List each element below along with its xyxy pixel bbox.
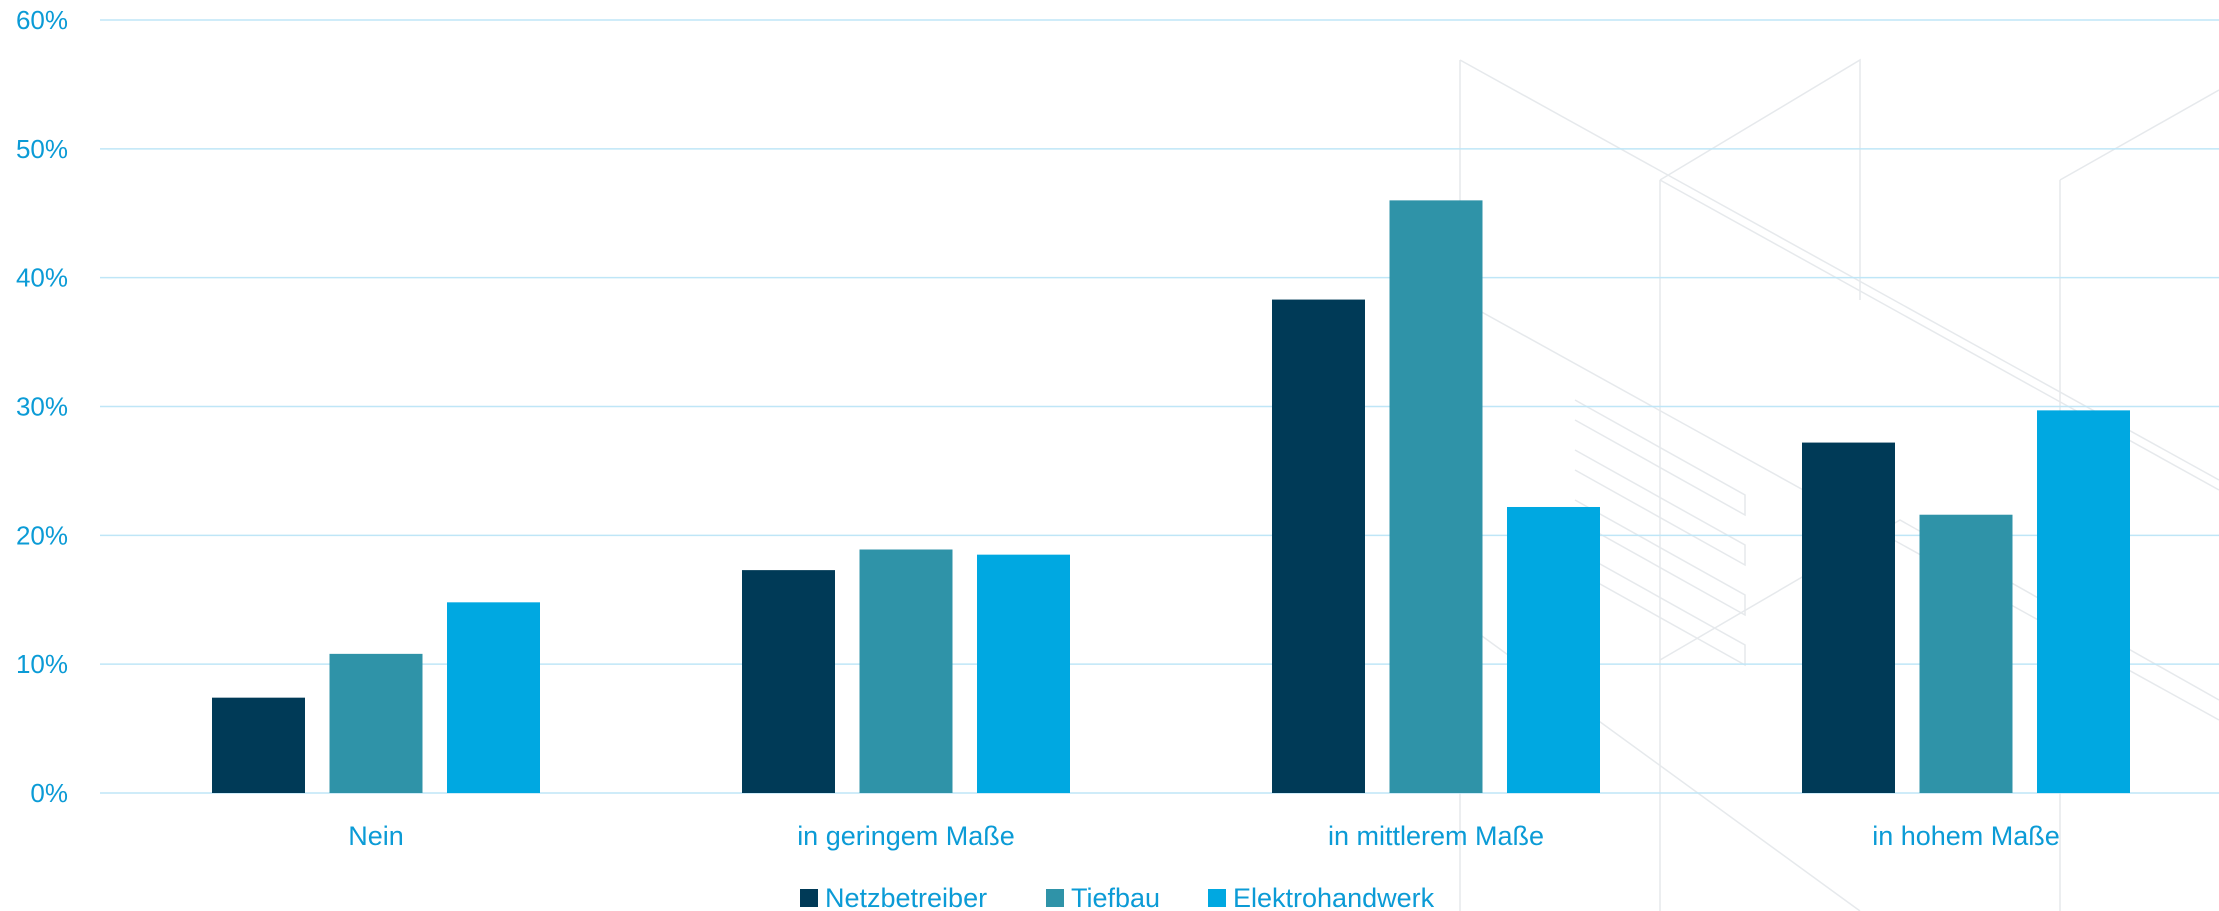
legend-swatch-elektrohandwerk bbox=[1208, 889, 1226, 907]
legend-swatch-tiefbau bbox=[1046, 889, 1064, 907]
x-category-label: in geringem Maße bbox=[797, 821, 1015, 851]
y-tick-label: 50% bbox=[16, 134, 68, 164]
x-category-label: in mittlerem Maße bbox=[1328, 821, 1544, 851]
bar-tiefbau-3 bbox=[1919, 514, 2013, 793]
legend-label-netzbetreiber: Netzbetreiber bbox=[825, 883, 987, 911]
bars bbox=[212, 200, 2130, 793]
bar-elektrohandwerk-1 bbox=[977, 554, 1070, 793]
bar-netzbetreiber-3 bbox=[1802, 442, 1895, 793]
legend-label-tiefbau: Tiefbau bbox=[1071, 883, 1160, 911]
bar-elektrohandwerk-2 bbox=[1507, 506, 1600, 793]
x-axis-categories: Nein in geringem Maße in mittlerem Maße in … bbox=[348, 821, 2060, 851]
y-tick-label: 40% bbox=[16, 263, 68, 293]
y-axis-ticks: 0% 10% 20% 30% 40% 50% 60% bbox=[16, 5, 68, 808]
bar-netzbetreiber-0 bbox=[212, 697, 305, 793]
bar-netzbetreiber-1 bbox=[742, 570, 835, 793]
bar-elektrohandwerk-3 bbox=[2037, 410, 2130, 793]
x-category-label: in hohem Maße bbox=[1872, 821, 2060, 851]
legend-label-elektrohandwerk: Elektrohandwerk bbox=[1233, 883, 1435, 911]
y-tick-label: 20% bbox=[16, 520, 68, 550]
bar-elektrohandwerk-0 bbox=[447, 602, 540, 793]
legend-swatch-netzbetreiber bbox=[800, 889, 818, 907]
legend: Netzbetreiber Tiefbau Elektrohandwerk bbox=[800, 883, 1435, 911]
y-tick-label: 30% bbox=[16, 392, 68, 422]
y-tick-label: 0% bbox=[30, 778, 68, 808]
bar-netzbetreiber-2 bbox=[1272, 299, 1365, 793]
bar-tiefbau-2 bbox=[1389, 200, 1483, 793]
y-tick-label: 60% bbox=[16, 5, 68, 35]
y-tick-label: 10% bbox=[16, 649, 68, 679]
bar-tiefbau-1 bbox=[859, 549, 953, 793]
bar-tiefbau-0 bbox=[329, 653, 423, 793]
x-category-label: Nein bbox=[348, 821, 404, 851]
